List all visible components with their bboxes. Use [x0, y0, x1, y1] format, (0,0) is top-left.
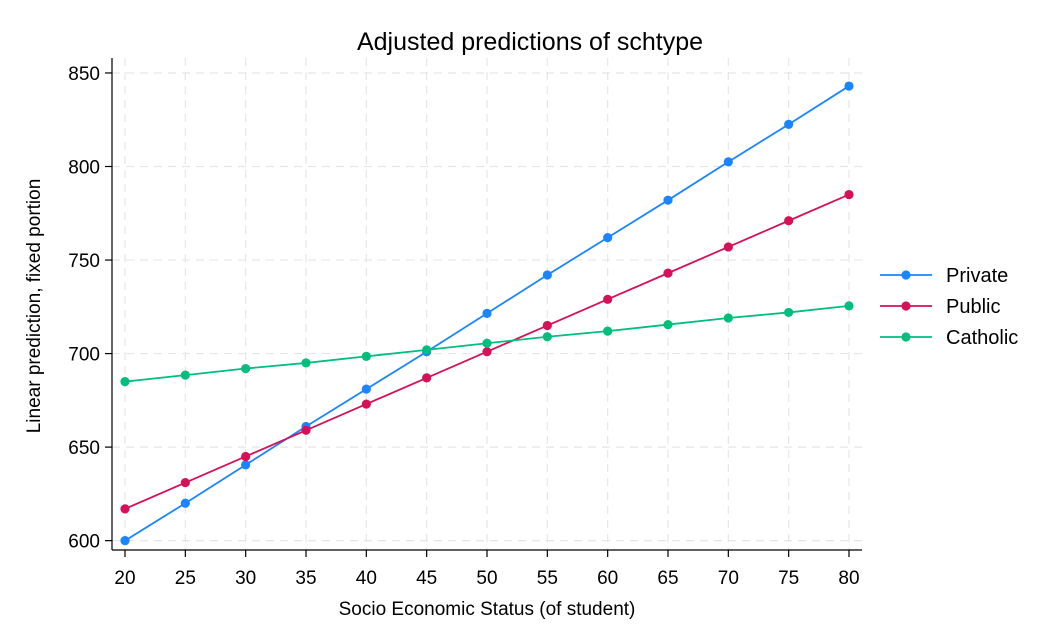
data-point-private — [844, 81, 854, 91]
y-tick-label: 750 — [68, 251, 100, 272]
data-point-catholic — [422, 345, 432, 355]
data-point-catholic — [301, 358, 311, 368]
series-layer — [120, 81, 854, 546]
data-point-private — [241, 460, 251, 470]
axes-layer: 20 25 30 35 40 45 50 55 60 65 70 75 80 600 650 700 750 80… — [68, 58, 862, 589]
x-tick-label: 75 — [778, 568, 799, 589]
series-public — [120, 189, 854, 514]
x-tick-label: 30 — [235, 568, 256, 589]
x-tick-label: 35 — [295, 568, 316, 589]
data-point-catholic — [784, 307, 794, 318]
legend-item-public: Public — [880, 296, 1000, 318]
data-point-public — [422, 373, 432, 383]
series-catholic — [120, 301, 854, 387]
x-tick-label: 20 — [114, 568, 135, 589]
data-point-public — [361, 399, 371, 409]
data-point-private — [723, 157, 733, 167]
x-tick-label: 80 — [838, 568, 859, 589]
x-tick-label: 60 — [597, 568, 618, 589]
data-point-public — [844, 189, 854, 200]
legend-label-public: Public — [946, 296, 1000, 318]
data-point-public — [482, 347, 492, 357]
series-private — [120, 81, 854, 546]
data-point-catholic — [542, 332, 552, 342]
legend-marker-private — [901, 270, 911, 280]
data-point-public — [542, 320, 552, 331]
data-point-catholic — [663, 319, 673, 330]
legend-item-catholic: Catholic — [880, 327, 1018, 349]
data-point-private — [663, 195, 673, 205]
y-tick-label: 850 — [68, 64, 100, 85]
data-point-private — [603, 232, 613, 243]
legend: Private Public Catholic — [880, 265, 1018, 349]
legend-label-private: Private — [946, 265, 1008, 287]
grid-layer — [112, 58, 862, 550]
data-point-catholic — [723, 313, 733, 323]
data-point-private — [482, 308, 492, 318]
legend-label-catholic: Catholic — [946, 327, 1018, 349]
y-tick-label: 600 — [68, 532, 100, 553]
data-point-public — [723, 242, 733, 252]
data-point-public — [603, 294, 613, 304]
data-point-private — [361, 384, 371, 394]
x-tick-label: 25 — [175, 568, 196, 589]
x-tick-label: 70 — [718, 568, 739, 589]
x-tick-label: 40 — [356, 568, 377, 589]
y-axis-title: Linear prediction, fixed portion — [24, 179, 45, 434]
data-point-public — [784, 216, 794, 226]
data-point-public — [180, 478, 190, 488]
data-point-private — [180, 498, 190, 508]
data-point-catholic — [361, 351, 371, 361]
legend-item-private: Private — [880, 265, 1008, 287]
x-axis-title: Socio Economic Status (of student) — [339, 599, 636, 620]
legend-marker-public — [901, 301, 911, 311]
x-tick-label: 55 — [537, 568, 558, 589]
legend-marker-catholic — [901, 332, 911, 342]
data-point-public — [241, 451, 251, 462]
x-tick-label: 45 — [416, 568, 437, 589]
x-tick-label: 50 — [476, 568, 497, 589]
data-point-private — [120, 536, 130, 546]
data-point-private — [784, 119, 794, 130]
y-tick-label: 650 — [68, 438, 100, 459]
data-point-private — [542, 270, 552, 280]
y-tick-label: 800 — [68, 158, 100, 179]
data-point-catholic — [844, 301, 854, 311]
y-tick-label: 700 — [68, 345, 100, 366]
data-point-public — [301, 425, 311, 435]
data-point-catholic — [120, 377, 130, 387]
data-point-public — [120, 504, 130, 514]
data-point-catholic — [180, 370, 190, 380]
data-point-catholic — [241, 363, 251, 374]
data-point-catholic — [603, 326, 613, 336]
data-point-public — [663, 268, 673, 278]
data-point-catholic — [482, 338, 492, 348]
x-tick-label: 65 — [657, 568, 678, 589]
chart-title: Adjusted predictions of schtype — [357, 28, 703, 56]
